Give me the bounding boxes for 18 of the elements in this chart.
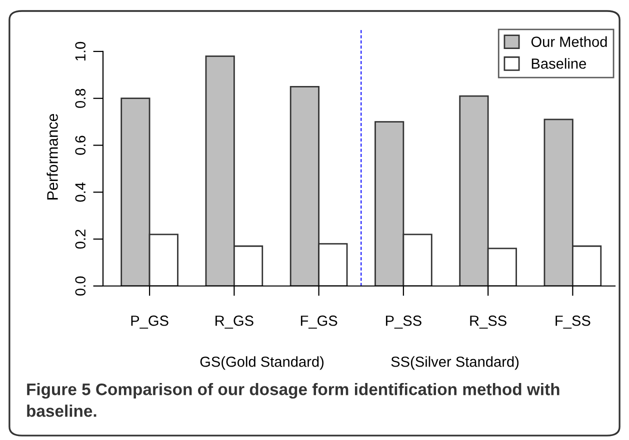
x-tick-label: P_GS (131, 316, 168, 329)
y-tick-label: 0.4 (75, 182, 86, 202)
x-tick-label: P_SS (386, 316, 422, 329)
x-tick-label: F_SS (556, 316, 590, 329)
y-tick-label: 0.0 (75, 276, 86, 296)
text: GS(Gold Standard) (200, 356, 324, 370)
y-tick-label: 0.2 (75, 230, 86, 249)
x-tick-label: F_GS (300, 316, 338, 329)
caption: Figure 5 Comparison of our dosage form identification method with baseline. (27, 383, 560, 417)
y-tick-label: 0.6 (75, 136, 86, 155)
legend-label: Baseline (532, 58, 586, 69)
y-axis-title: Performance (46, 114, 58, 200)
y-tick-label: 0.8 (75, 88, 86, 108)
y-tick-label: 1.0 (75, 42, 86, 60)
x-tick-label: R_GS (216, 316, 254, 329)
legend-label: Our Method (531, 36, 607, 47)
text: SS(Silver Standard) (391, 356, 519, 370)
x-tick-label: R_SS (470, 316, 506, 329)
